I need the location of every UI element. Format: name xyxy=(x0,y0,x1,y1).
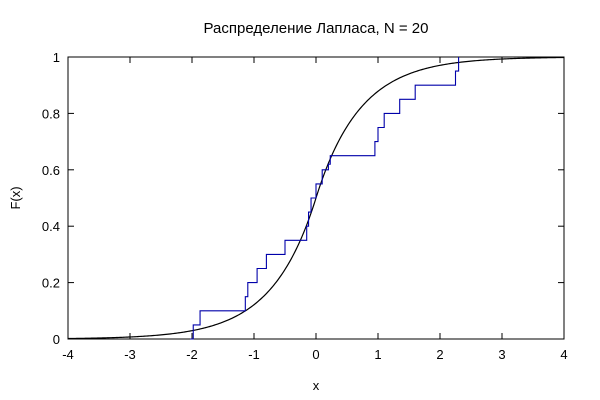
y-tick-label: 0.6 xyxy=(42,163,60,178)
y-tick-label: 1 xyxy=(53,50,60,65)
x-tick-label: 4 xyxy=(560,347,567,362)
series-layer xyxy=(67,56,565,340)
y-tick-label: 0 xyxy=(53,332,60,347)
x-tick-label: 1 xyxy=(374,347,381,362)
x-tick-label: 2 xyxy=(436,347,443,362)
x-tick-label: -2 xyxy=(186,347,198,362)
empirical-cdf-step xyxy=(190,57,460,340)
x-tick-label: 3 xyxy=(498,347,505,362)
y-axis: 0 0.2 0.4 0.6 0.8 1 xyxy=(42,50,564,347)
x-tick-label: -1 xyxy=(248,347,260,362)
x-tick-label: -4 xyxy=(62,347,74,362)
x-tick-label: -3 xyxy=(124,347,136,362)
y-tick-label: 0.2 xyxy=(42,276,60,291)
x-tick-label: 0 xyxy=(312,347,319,362)
y-tick-label: 0.8 xyxy=(42,106,60,121)
y-axis-label: F(x) xyxy=(8,186,23,209)
chart-title: Распределение Лапласа, N = 20 xyxy=(204,20,429,37)
x-axis: -4 -3 -2 -1 0 1 2 3 4 xyxy=(62,57,568,362)
x-axis-label: x xyxy=(313,378,320,393)
y-tick-label: 0.4 xyxy=(42,219,60,234)
